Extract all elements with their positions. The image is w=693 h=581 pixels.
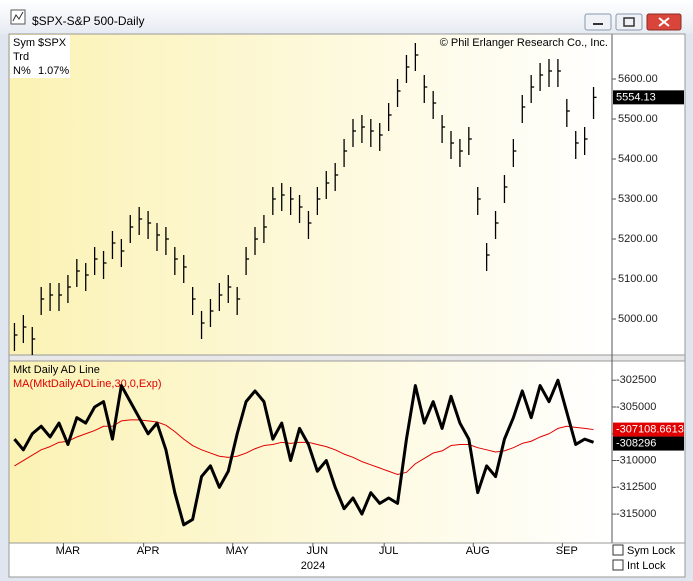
checkbox-label[interactable]: Int Lock: [627, 560, 666, 572]
y-tick-label: -305000: [616, 401, 656, 413]
restore-button[interactable]: [615, 13, 643, 31]
chart-border: [8, 33, 686, 578]
x-tick-label: MAR: [56, 545, 81, 557]
y-tick-label: -315000: [616, 508, 656, 520]
legend-label: MA(MktDailyADLine,30,0,Exp): [13, 378, 162, 390]
checkbox-label[interactable]: Sym Lock: [627, 545, 676, 557]
title-bar: [0, 0, 693, 34]
x-axis-area: [8, 542, 686, 578]
value-label: 5554.13: [616, 91, 656, 103]
y-tick-label: 5400.00: [618, 153, 658, 165]
value-label-box: [613, 90, 684, 105]
value-label-box: [613, 422, 684, 437]
plot-background: [9, 34, 612, 543]
copyright: © Phil Erlanger Research Co., Inc.: [440, 37, 608, 49]
info-value: 1.07%: [38, 65, 69, 77]
axis-background: [612, 34, 685, 543]
x-tick-label: JUN: [307, 545, 328, 557]
legend-label: Mkt Daily AD Line: [13, 364, 100, 376]
x-tick-label: MAY: [226, 545, 250, 557]
value-label-box: [613, 436, 684, 451]
y-tick-label: -310000: [616, 454, 656, 466]
x-tick-label: APR: [137, 545, 160, 557]
value-label: -308296: [616, 437, 656, 449]
series-line: [14, 419, 594, 475]
y-tick-label: 5600.00: [618, 73, 658, 85]
y-tick-label: 5100.00: [618, 273, 658, 285]
restore-glyph: [623, 17, 635, 27]
y-tick-label: 5300.00: [618, 193, 658, 205]
x-tick-label: AUG: [466, 545, 490, 557]
y-tick-label: -312500: [616, 481, 656, 493]
value-label: -307108.6613: [616, 423, 684, 435]
info-key: Trd: [13, 51, 29, 63]
y-tick-label: -302500: [616, 374, 656, 386]
info-key: Sym: [13, 37, 35, 49]
x-tick-label: SEP: [556, 545, 578, 557]
panel-separator: [8, 354, 686, 362]
close-glyph: [658, 17, 670, 27]
y-tick-label: 5000.00: [618, 313, 658, 325]
info-key: N%: [13, 65, 31, 77]
x-axis-label: 2024: [301, 560, 325, 572]
x-tick-label: JUL: [379, 545, 399, 557]
checkbox[interactable]: [612, 559, 624, 571]
window-title: $SPX-S&P 500-Daily: [32, 14, 145, 28]
y-tick-label: 5500.00: [618, 113, 658, 125]
minimize-button[interactable]: [584, 13, 612, 31]
y-tick-label: 5200.00: [618, 233, 658, 245]
checkbox[interactable]: [612, 544, 624, 556]
info-value: $SPX: [38, 37, 67, 49]
app-icon-glyph: [12, 11, 24, 22]
info-box: [10, 35, 70, 78]
series-line: [13, 378, 595, 527]
